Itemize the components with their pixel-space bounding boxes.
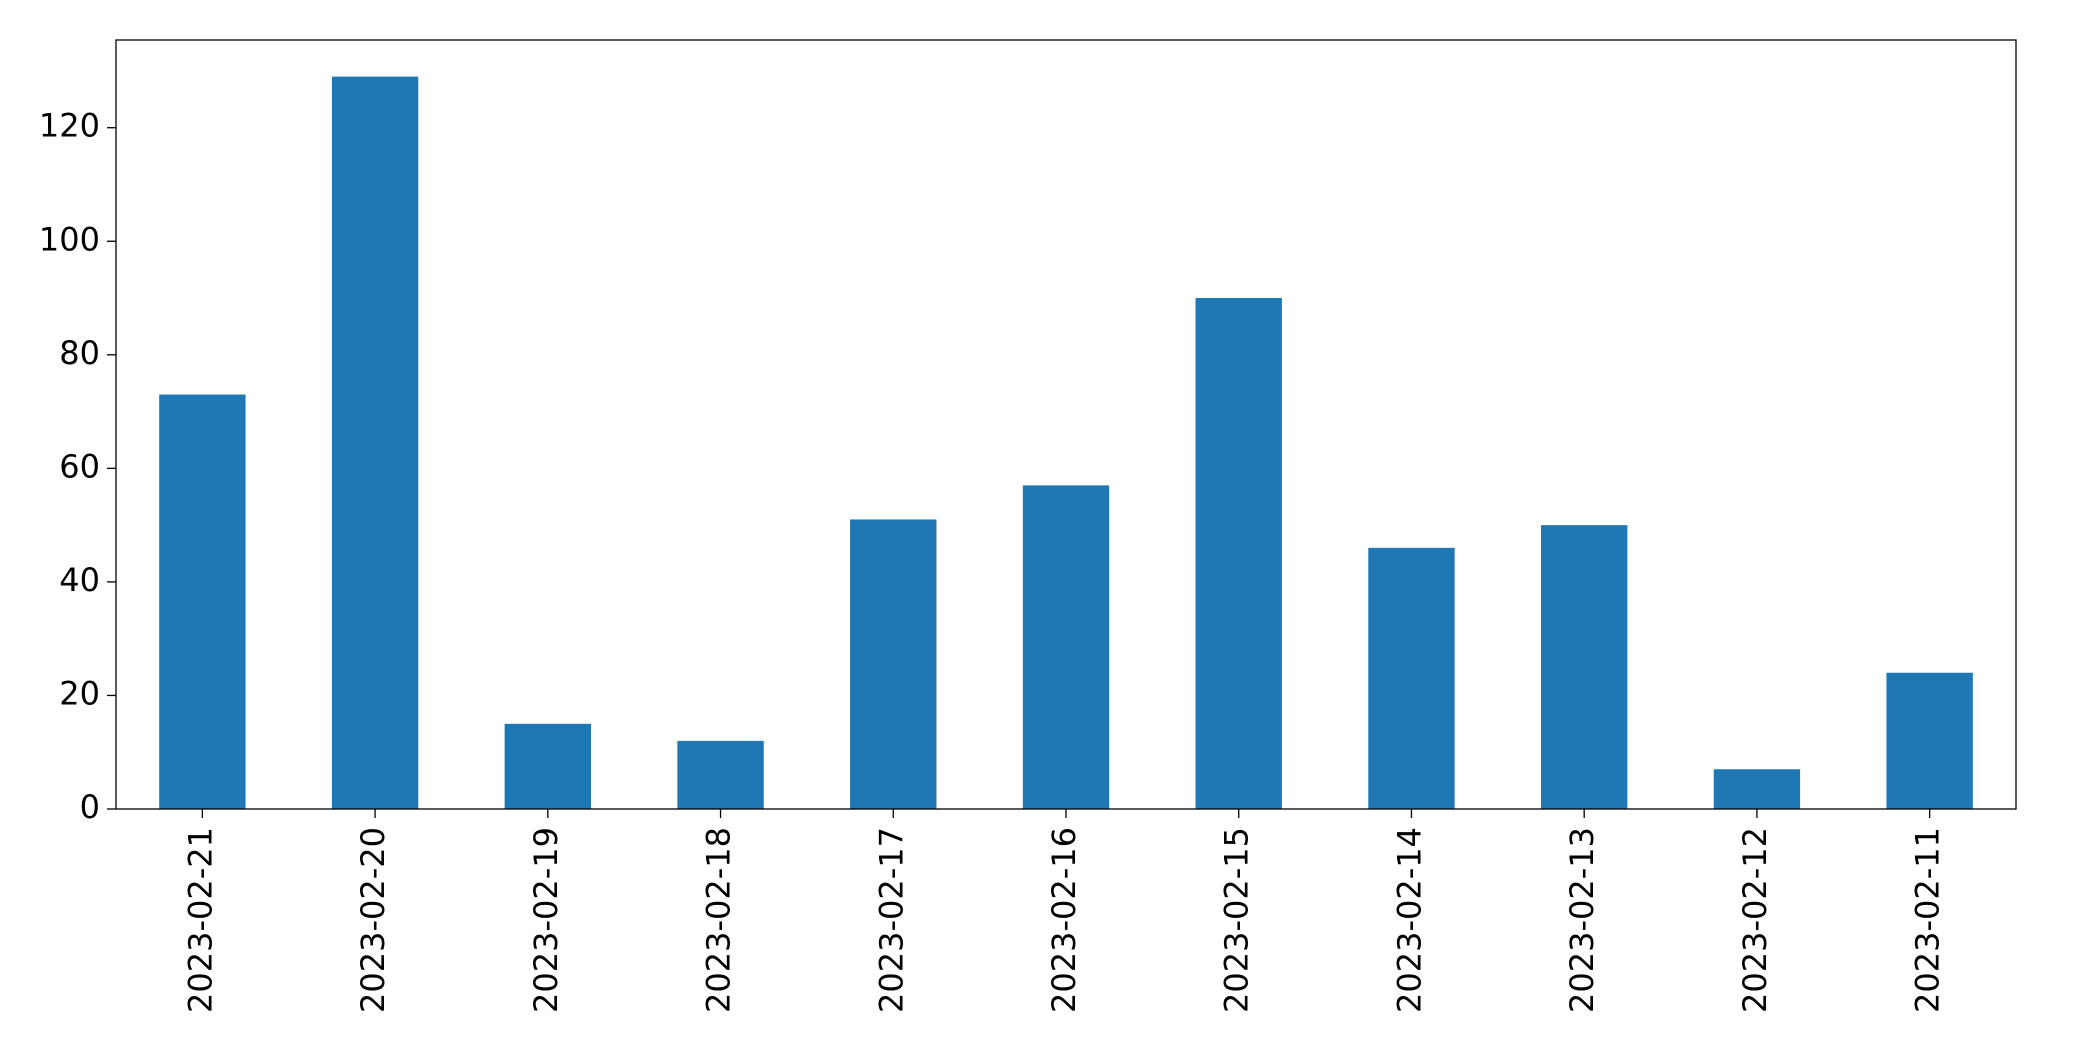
y-tick-label: 120 <box>39 107 100 145</box>
y-tick-label: 60 <box>59 447 100 485</box>
bar <box>1368 547 1455 809</box>
x-tick-label: 2023-02-21 <box>181 827 219 1013</box>
x-tick-label: 2023-02-12 <box>1736 827 1774 1013</box>
y-tick-label: 40 <box>59 561 100 599</box>
bar <box>331 76 419 810</box>
x-tick-label: 2023-02-14 <box>1390 827 1428 1013</box>
bar <box>677 740 764 809</box>
y-tick-label: 20 <box>59 674 100 712</box>
x-tick-label: 2023-02-15 <box>1218 827 1256 1013</box>
x-tick-label: 2023-02-18 <box>700 827 738 1013</box>
bar <box>1713 769 1801 809</box>
bar <box>850 519 937 809</box>
bar <box>1195 298 1282 809</box>
y-tick-label: 80 <box>59 334 100 372</box>
x-tick-label: 2023-02-11 <box>1909 827 1947 1013</box>
bar <box>504 723 591 809</box>
x-tick-label: 2023-02-16 <box>1045 827 1083 1013</box>
x-tick-label: 2023-02-17 <box>872 827 910 1013</box>
x-tick-label: 2023-02-20 <box>354 827 392 1013</box>
x-tick-label: 2023-02-19 <box>527 827 565 1013</box>
plot-frame <box>115 39 2017 810</box>
y-tick-label: 0 <box>80 788 100 826</box>
bar <box>1886 672 1973 809</box>
bar <box>1541 525 1628 809</box>
bar <box>1022 485 1110 809</box>
bar <box>159 394 246 809</box>
y-tick-label: 100 <box>39 220 100 258</box>
x-tick-label: 2023-02-13 <box>1563 827 1601 1013</box>
